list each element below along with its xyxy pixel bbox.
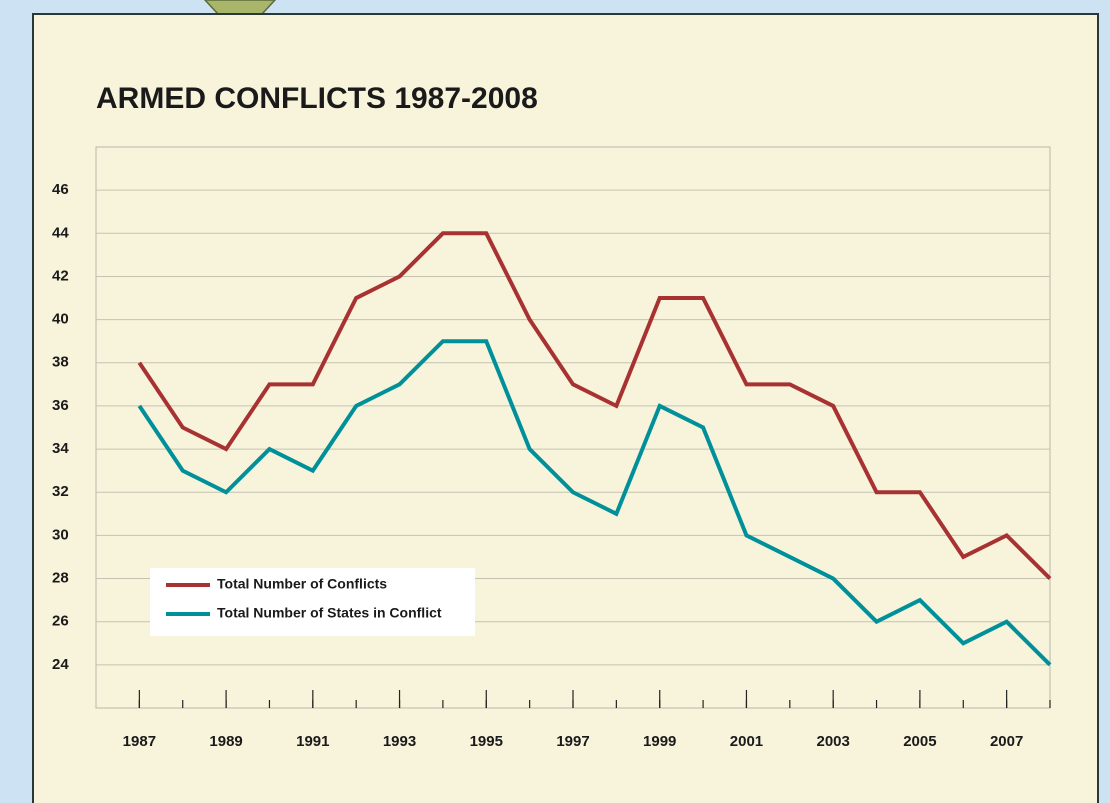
panel (33, 14, 1098, 803)
y-tick-label: 26 (52, 613, 69, 630)
y-tick-label: 42 (52, 267, 69, 284)
x-tick-label: 2005 (903, 733, 936, 750)
x-tick-label: 1993 (383, 733, 416, 750)
y-tick-label: 34 (52, 440, 69, 457)
x-tick-label: 1991 (296, 733, 329, 750)
legend-label: Total Number of Conflicts (217, 576, 387, 592)
x-tick-label: 2001 (730, 733, 763, 750)
x-tick-label: 1997 (556, 733, 589, 750)
chart-title: ARMED CONFLICTS 1987-2008 (96, 82, 538, 115)
y-tick-label: 36 (52, 397, 69, 414)
x-tick-label: 1989 (209, 733, 242, 750)
x-tick-label: 1987 (123, 733, 156, 750)
decoration (205, 0, 275, 14)
x-tick-label: 1995 (470, 733, 503, 750)
y-tick-label: 24 (52, 656, 69, 673)
x-tick-label: 2007 (990, 733, 1023, 750)
x-tick-label: 2003 (816, 733, 849, 750)
chart: ARMED CONFLICTS 1987-2008 24 26 28 30 32 34 36… (0, 0, 1110, 803)
y-tick-label: 44 (52, 224, 69, 241)
y-tick-label: 38 (52, 354, 69, 371)
y-tick-label: 40 (52, 311, 69, 328)
page: {"chart_data": {"type": "line", "title":… (0, 0, 1110, 803)
x-tick-label: 1999 (643, 733, 676, 750)
legend-label: Total Number of States in Conflict (217, 605, 442, 621)
y-tick-label: 30 (52, 526, 69, 543)
y-tick-label: 32 (52, 483, 69, 500)
y-tick-label: 28 (52, 570, 69, 587)
y-tick-label: 46 (52, 181, 69, 198)
